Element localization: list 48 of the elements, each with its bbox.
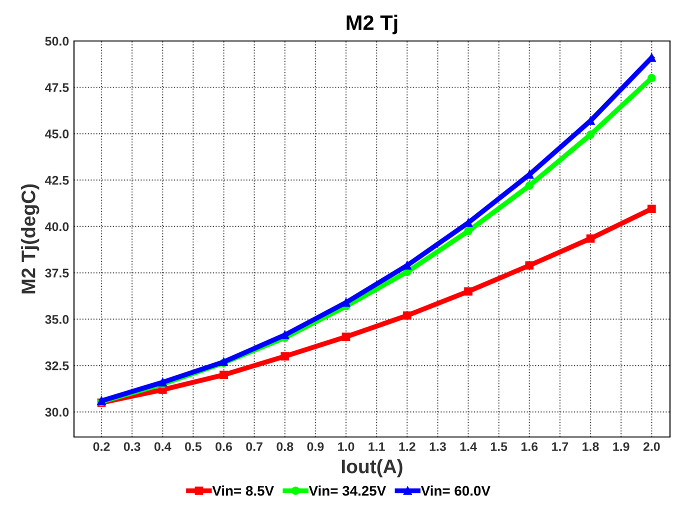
x-tick-label: 1.1	[368, 442, 385, 451]
x-tick-label: 1.5	[490, 442, 508, 452]
legend-label: Vin= 34.25V	[308, 486, 386, 496]
chart-title: M2 Tj	[346, 14, 398, 34]
y-tick-label: 37.5	[45, 268, 69, 278]
legend-label: Vin= 8.5V	[212, 486, 274, 496]
x-tick-label: 1.2	[399, 442, 416, 451]
point	[586, 234, 595, 243]
y-tick-label: 42.5	[45, 176, 69, 185]
x-tick-label: 0.5	[185, 442, 202, 452]
y-tick-label: 50.0	[45, 36, 69, 46]
point	[525, 261, 534, 270]
point	[220, 370, 228, 380]
y-tick-label: 30.0	[45, 408, 69, 417]
x-axis-title: Iout(A)	[342, 459, 402, 478]
point	[464, 226, 472, 236]
y-tick-label: 47.5	[45, 83, 69, 92]
x-tick-label: 1.6	[522, 442, 538, 452]
legend-label: Vin= 60.0V	[420, 486, 490, 496]
x-tick-label: 0.6	[216, 442, 232, 452]
point	[464, 287, 472, 296]
point	[525, 182, 534, 190]
x-tick-label: 0.3	[124, 442, 140, 452]
point	[342, 332, 350, 342]
x-tick-label: 2.0	[643, 442, 660, 452]
point	[647, 74, 656, 82]
y-axis-title: M2 Tj(degC)	[21, 184, 40, 294]
point	[402, 311, 412, 320]
x-tick-label: 0.2	[93, 442, 110, 452]
x-tick-label: 0.4	[154, 442, 172, 452]
point	[342, 298, 350, 307]
point	[280, 330, 290, 340]
x-tick-label: 0.8	[276, 442, 294, 452]
point	[586, 130, 595, 139]
y-tick-label: 32.5	[45, 361, 69, 370]
x-tick-label: 1.9	[613, 442, 630, 452]
x-tick-label: 0.9	[307, 442, 324, 452]
point	[280, 352, 290, 360]
x-tick-label: 1.7	[552, 442, 568, 451]
y-tick-label: 40.0	[45, 222, 69, 232]
y-tick-label: 35.0	[45, 315, 69, 324]
x-tick-label: 1.8	[582, 442, 599, 452]
x-tick-label: 0.7	[246, 442, 262, 452]
x-tick-label: 1.3	[430, 442, 446, 452]
point	[647, 204, 656, 214]
y-tick-label: 45.0	[45, 130, 69, 138]
x-tick-label: 1.0	[338, 442, 354, 452]
x-tick-label: 1.4	[460, 442, 477, 451]
